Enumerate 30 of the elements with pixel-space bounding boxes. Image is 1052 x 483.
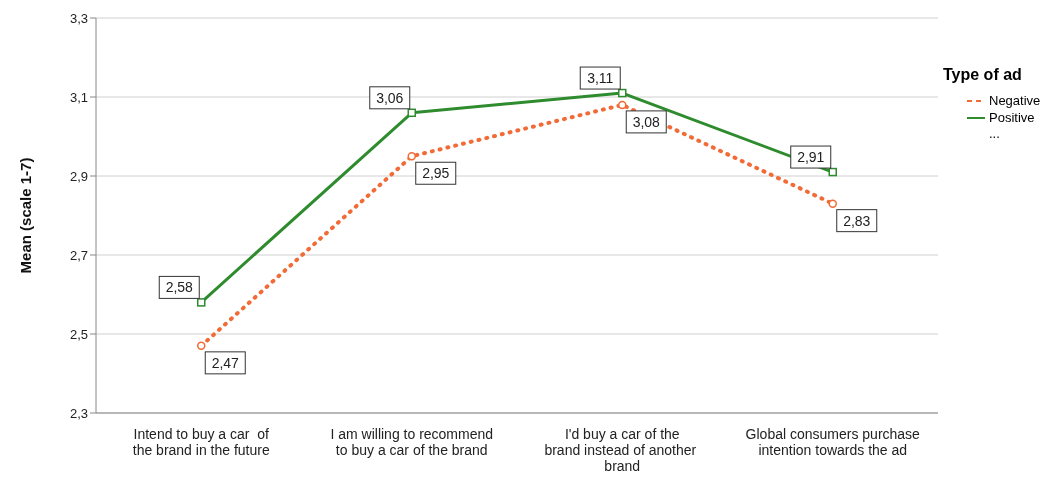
- point: [197, 298, 206, 307]
- x-tick-label: I am willing to recommend to buy a car of the brand: [330, 426, 494, 458]
- data-label: 3,08: [632, 113, 661, 130]
- y-tick-label: 2,5: [69, 326, 88, 342]
- legend-title: Type of ad: [943, 66, 1023, 84]
- point: [407, 108, 416, 118]
- y-tick-label: 2,9: [69, 168, 88, 184]
- point: [828, 199, 837, 208]
- text: ...: [989, 126, 1001, 141]
- data-label: 3,06: [376, 89, 404, 106]
- data-label: 2,95: [422, 165, 450, 182]
- data-label: 2,47: [211, 354, 240, 371]
- y-tick-label: 2,3: [69, 405, 88, 421]
- data-label: 2,83: [843, 212, 871, 229]
- point: [618, 100, 627, 110]
- data-label: 2,58: [165, 279, 194, 296]
- legend-label: Negative: [989, 93, 1041, 108]
- point: [618, 88, 627, 98]
- y-tick-label: 2,7: [69, 247, 88, 263]
- point: [197, 341, 206, 351]
- y-tick-label: 3,1: [69, 89, 88, 105]
- legend-label: Positive: [989, 110, 1035, 125]
- x-tick-label: I'd buy a car of the brand instead of another brand: [544, 426, 701, 474]
- data-label: 3,11: [587, 70, 614, 87]
- point: [407, 152, 416, 161]
- y-tick-label: 3,3: [69, 10, 88, 26]
- data-label: 2,91: [797, 149, 825, 166]
- x-tick-label: Intend to buy a car of the brand in the future: [132, 426, 270, 458]
- x-tick-label: Global consumers purchase intention towards the ad: [745, 426, 921, 458]
- y-axis-title: Mean (scale 1-7): [17, 157, 35, 274]
